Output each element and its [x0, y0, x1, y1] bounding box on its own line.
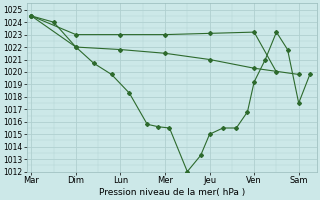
- X-axis label: Pression niveau de la mer( hPa ): Pression niveau de la mer( hPa ): [99, 188, 245, 197]
